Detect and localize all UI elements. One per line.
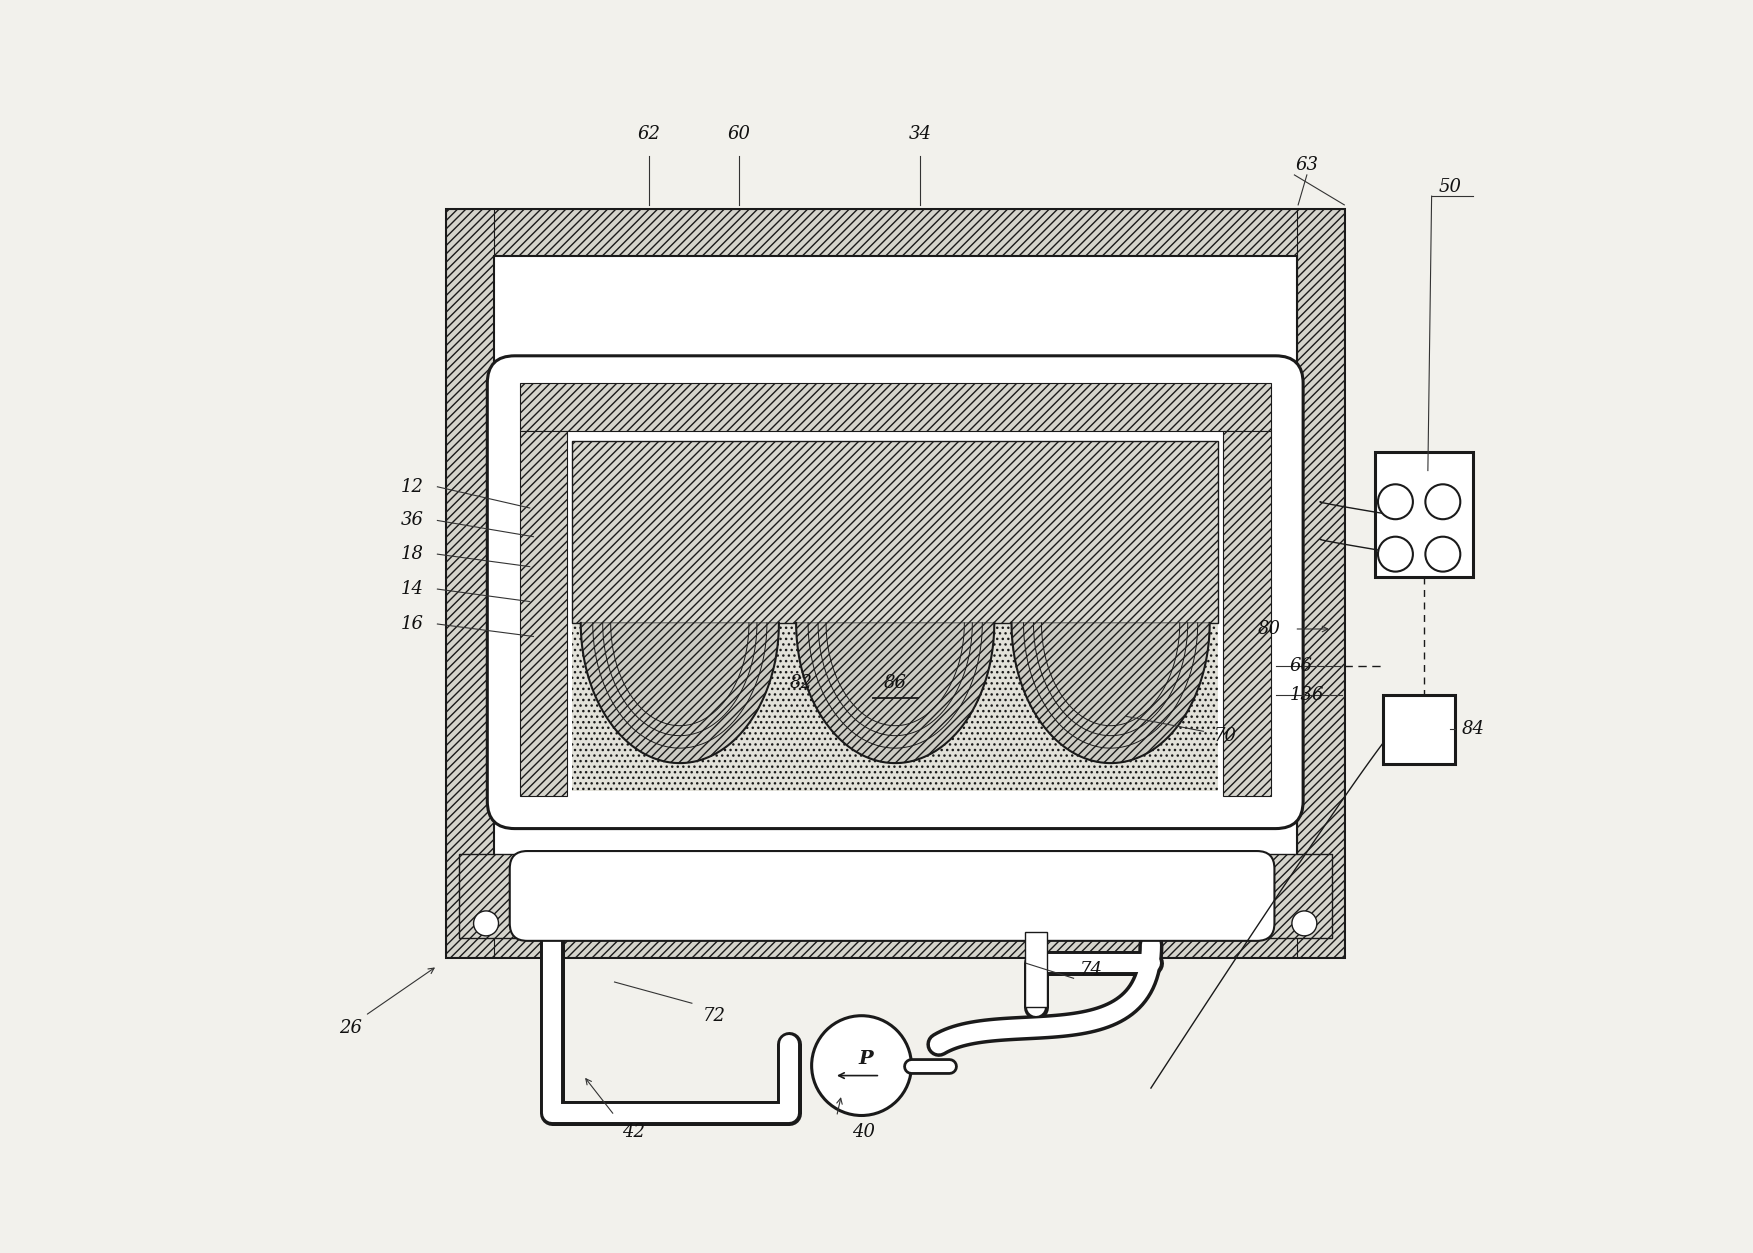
Text: 42: 42 xyxy=(622,1123,645,1140)
Bar xyxy=(1383,695,1455,764)
Bar xyxy=(459,853,1332,938)
Circle shape xyxy=(1378,485,1413,519)
Circle shape xyxy=(1378,536,1413,571)
Bar xyxy=(494,256,1297,910)
Bar xyxy=(571,441,1218,791)
Text: 14: 14 xyxy=(401,580,424,598)
Text: 40: 40 xyxy=(852,1123,875,1140)
Text: 18: 18 xyxy=(401,545,424,563)
Text: 136: 136 xyxy=(1290,687,1324,704)
FancyBboxPatch shape xyxy=(487,356,1302,828)
Bar xyxy=(445,208,494,957)
Circle shape xyxy=(1292,911,1317,936)
FancyBboxPatch shape xyxy=(510,851,1274,941)
Circle shape xyxy=(812,1016,912,1115)
Text: 36: 36 xyxy=(401,511,424,530)
Bar xyxy=(1297,208,1345,957)
Polygon shape xyxy=(796,623,994,763)
Text: 82: 82 xyxy=(791,674,813,692)
Text: 74: 74 xyxy=(1080,961,1103,979)
Bar xyxy=(571,441,1218,623)
Circle shape xyxy=(1425,485,1460,519)
Bar xyxy=(445,208,1345,957)
Text: 70: 70 xyxy=(1215,727,1238,746)
Text: 26: 26 xyxy=(338,1019,361,1037)
Bar xyxy=(445,208,1345,256)
Text: 84: 84 xyxy=(1462,719,1485,738)
Bar xyxy=(519,383,1271,431)
Text: 80: 80 xyxy=(1259,620,1281,638)
Circle shape xyxy=(1425,536,1460,571)
Bar xyxy=(1224,431,1271,796)
Text: 63: 63 xyxy=(1295,155,1318,174)
Text: 16: 16 xyxy=(401,615,424,633)
Bar xyxy=(571,441,1218,791)
Text: P: P xyxy=(857,1050,873,1069)
Text: 60: 60 xyxy=(727,125,750,143)
Text: 12: 12 xyxy=(401,477,424,496)
Bar xyxy=(1376,452,1473,576)
Text: 72: 72 xyxy=(703,1006,726,1025)
Circle shape xyxy=(473,911,498,936)
Bar xyxy=(519,431,568,796)
Text: 50: 50 xyxy=(1439,178,1462,197)
Text: 66: 66 xyxy=(1288,658,1313,675)
Text: 86: 86 xyxy=(884,674,906,692)
Bar xyxy=(1026,932,1047,1007)
Text: 34: 34 xyxy=(908,125,931,143)
Text: 62: 62 xyxy=(638,125,661,143)
Bar xyxy=(445,910,1345,957)
Polygon shape xyxy=(1011,623,1210,763)
Polygon shape xyxy=(580,623,778,763)
